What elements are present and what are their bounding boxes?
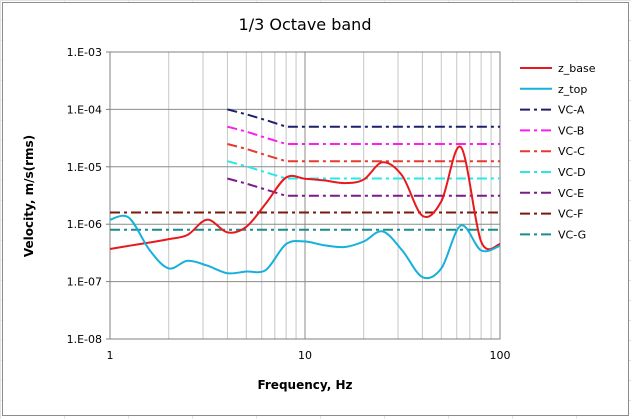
y-tick-label: 1.E-05 (67, 161, 102, 174)
x-tick-label: 1 (107, 349, 114, 362)
series-line-vc-a (227, 108, 500, 128)
y-tick-label: 1.E-04 (67, 103, 102, 116)
series-group (109, 108, 501, 280)
legend: z_base z_top VC-A VC-B VC-C VC-D VC-E VC-F VC-G (520, 62, 596, 241)
series-line-z-top (109, 214, 501, 280)
y-tick-label: 1.E-03 (67, 46, 102, 59)
legend-label: VC-E (558, 187, 584, 200)
x-tick-label: 100 (490, 349, 511, 362)
series-line-vc-e (227, 177, 500, 197)
y-tick-label: 1.E-07 (67, 276, 102, 289)
x-axis-label: Frequency, Hz (257, 378, 352, 392)
x-tick-label: 10 (298, 349, 312, 362)
series-line-vc-d (227, 160, 500, 180)
legend-label: VC-F (558, 208, 584, 221)
series-line-vc-b (227, 125, 500, 145)
y-axis-label: Velocity, m/s(rms) (22, 135, 36, 257)
series-line-z-base (109, 145, 501, 251)
legend-label: VC-D (558, 166, 586, 179)
legend-label: VC-A (558, 104, 585, 117)
chart-title: 1/3 Octave band (239, 15, 372, 34)
legend-label: VC-C (558, 145, 585, 158)
y-tick-label: 1.E-08 (67, 333, 102, 346)
tick-labels: 1.E-08 1.E-07 1.E-06 1.E-05 1.E-04 1.E-03 1 10 1… (67, 46, 511, 362)
y-tick-label: 1.E-06 (67, 218, 102, 231)
legend-label: VC-B (558, 124, 584, 137)
legend-label: z_top (558, 83, 587, 96)
legend-label: VC-G (558, 228, 586, 241)
legend-label: z_base (558, 62, 596, 75)
series-line-vc-c (227, 143, 500, 163)
